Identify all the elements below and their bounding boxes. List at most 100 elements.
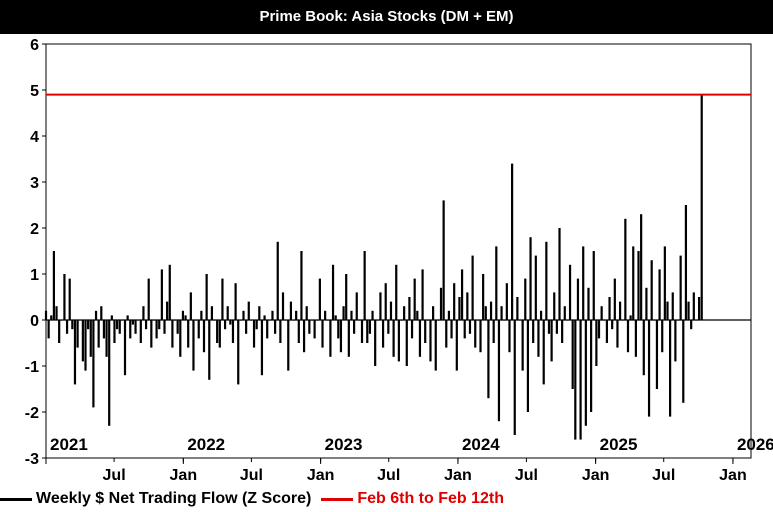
flow-bar	[692, 292, 695, 320]
flow-bar	[640, 214, 643, 320]
flow-bar	[603, 320, 606, 321]
flow-bar	[584, 320, 587, 426]
flow-bar	[223, 320, 227, 330]
flow-bar	[653, 320, 656, 321]
flow-bar	[618, 301, 622, 320]
flow-bar	[116, 320, 119, 330]
flow-bar	[632, 246, 635, 320]
flow-bar	[71, 320, 74, 330]
flow-bar	[179, 320, 182, 357]
flow-bar	[266, 320, 269, 339]
flow-bar	[487, 320, 490, 399]
flow-bar	[345, 274, 348, 320]
legend-label-latest: Feb 6th to Feb 12th	[357, 490, 504, 507]
flow-bar	[503, 320, 506, 321]
flow-bar	[550, 320, 553, 362]
flow-bar	[73, 320, 77, 385]
flow-bar	[645, 287, 648, 320]
legend-item-latest: Feb 6th to Feb 12th	[321, 490, 504, 508]
flow-bar	[129, 320, 132, 339]
flow-bar	[92, 320, 95, 408]
flow-bar	[268, 320, 271, 321]
flow-bar	[279, 320, 282, 343]
flow-bar	[658, 269, 661, 320]
flow-bar	[142, 306, 145, 320]
flow-bar	[281, 292, 285, 320]
year-label: 2023	[325, 435, 363, 454]
flow-bar	[621, 320, 624, 321]
month-label: Jan	[307, 467, 335, 484]
legend-item-flow: Weekly $ Net Trading Flow (Z Score)	[0, 490, 311, 508]
flow-bar	[239, 320, 242, 321]
flow-bar	[587, 287, 590, 320]
plot-frame	[45, 43, 752, 459]
flow-bar	[173, 320, 177, 321]
flow-bar	[229, 320, 232, 325]
year-label: 2022	[187, 435, 225, 454]
flow-bar	[669, 320, 672, 417]
flow-bar	[331, 264, 335, 320]
flow-bar	[81, 320, 84, 362]
flow-bar	[353, 320, 356, 334]
flow-bar	[397, 320, 400, 362]
month-label: Jan	[582, 467, 610, 484]
flow-bar	[187, 320, 190, 348]
chart-area: 6 5 4 3 2 1 0 -1 -2 -3 2021 2022 2023 2024 2025 2026 Ju…	[25, 37, 773, 484]
flow-bar	[326, 320, 329, 321]
flow-bar	[508, 320, 511, 353]
flow-bar	[474, 320, 477, 348]
flow-bar	[181, 310, 185, 320]
flow-bar	[310, 320, 314, 321]
flow-bar	[671, 292, 674, 320]
flow-bar	[426, 320, 429, 321]
flow-bar	[300, 251, 303, 320]
flow-bar	[113, 320, 116, 343]
flow-bar	[97, 320, 100, 348]
flow-bar	[237, 320, 240, 385]
flow-bar	[421, 269, 424, 320]
flow-bar	[234, 283, 237, 320]
flow-bar	[634, 320, 637, 357]
flow-bar	[260, 320, 264, 376]
flow-bar	[121, 320, 124, 321]
flow-bar	[123, 320, 127, 376]
flow-bar	[445, 320, 448, 348]
flow-bar	[592, 251, 595, 320]
flow-bar	[408, 297, 411, 320]
flow-bar	[60, 320, 63, 321]
flow-bar	[424, 320, 427, 343]
year-label: 2024	[462, 435, 500, 454]
flow-bar	[392, 320, 395, 357]
flow-bar	[695, 320, 698, 321]
flow-bar	[492, 320, 495, 343]
legend-swatch-flow	[0, 497, 32, 501]
y-tick-label: -2	[25, 405, 39, 422]
flow-bar	[47, 320, 50, 339]
flow-bar	[413, 278, 416, 320]
month-label: Jan	[719, 467, 747, 484]
flow-bar	[442, 200, 445, 320]
legend-swatch-latest	[321, 497, 354, 501]
flow-bar	[553, 292, 556, 320]
legend-label-flow: Weekly $ Net Trading Flow (Z Score)	[36, 490, 312, 507]
flow-bar	[605, 320, 609, 343]
flow-bar	[171, 320, 174, 348]
flow-bar	[329, 320, 332, 357]
flow-bar	[374, 320, 377, 366]
flow-bar	[624, 218, 627, 320]
flow-bar	[387, 320, 390, 334]
bar-series	[44, 94, 703, 440]
flow-bar	[655, 320, 659, 389]
y-tick-label: 5	[30, 83, 39, 100]
y-axis: 6 5 4 3 2 1 0 -1 -2 -3	[25, 37, 46, 468]
flow-bar	[166, 301, 169, 320]
flow-bar	[489, 301, 493, 320]
flow-bar	[258, 306, 261, 320]
flow-bar	[526, 320, 530, 412]
flow-bar	[542, 320, 545, 385]
flow-bar	[687, 301, 690, 320]
flow-bar	[297, 320, 300, 343]
month-label: Jul	[240, 467, 263, 484]
flow-bar	[316, 320, 319, 321]
flow-bar	[558, 228, 561, 320]
